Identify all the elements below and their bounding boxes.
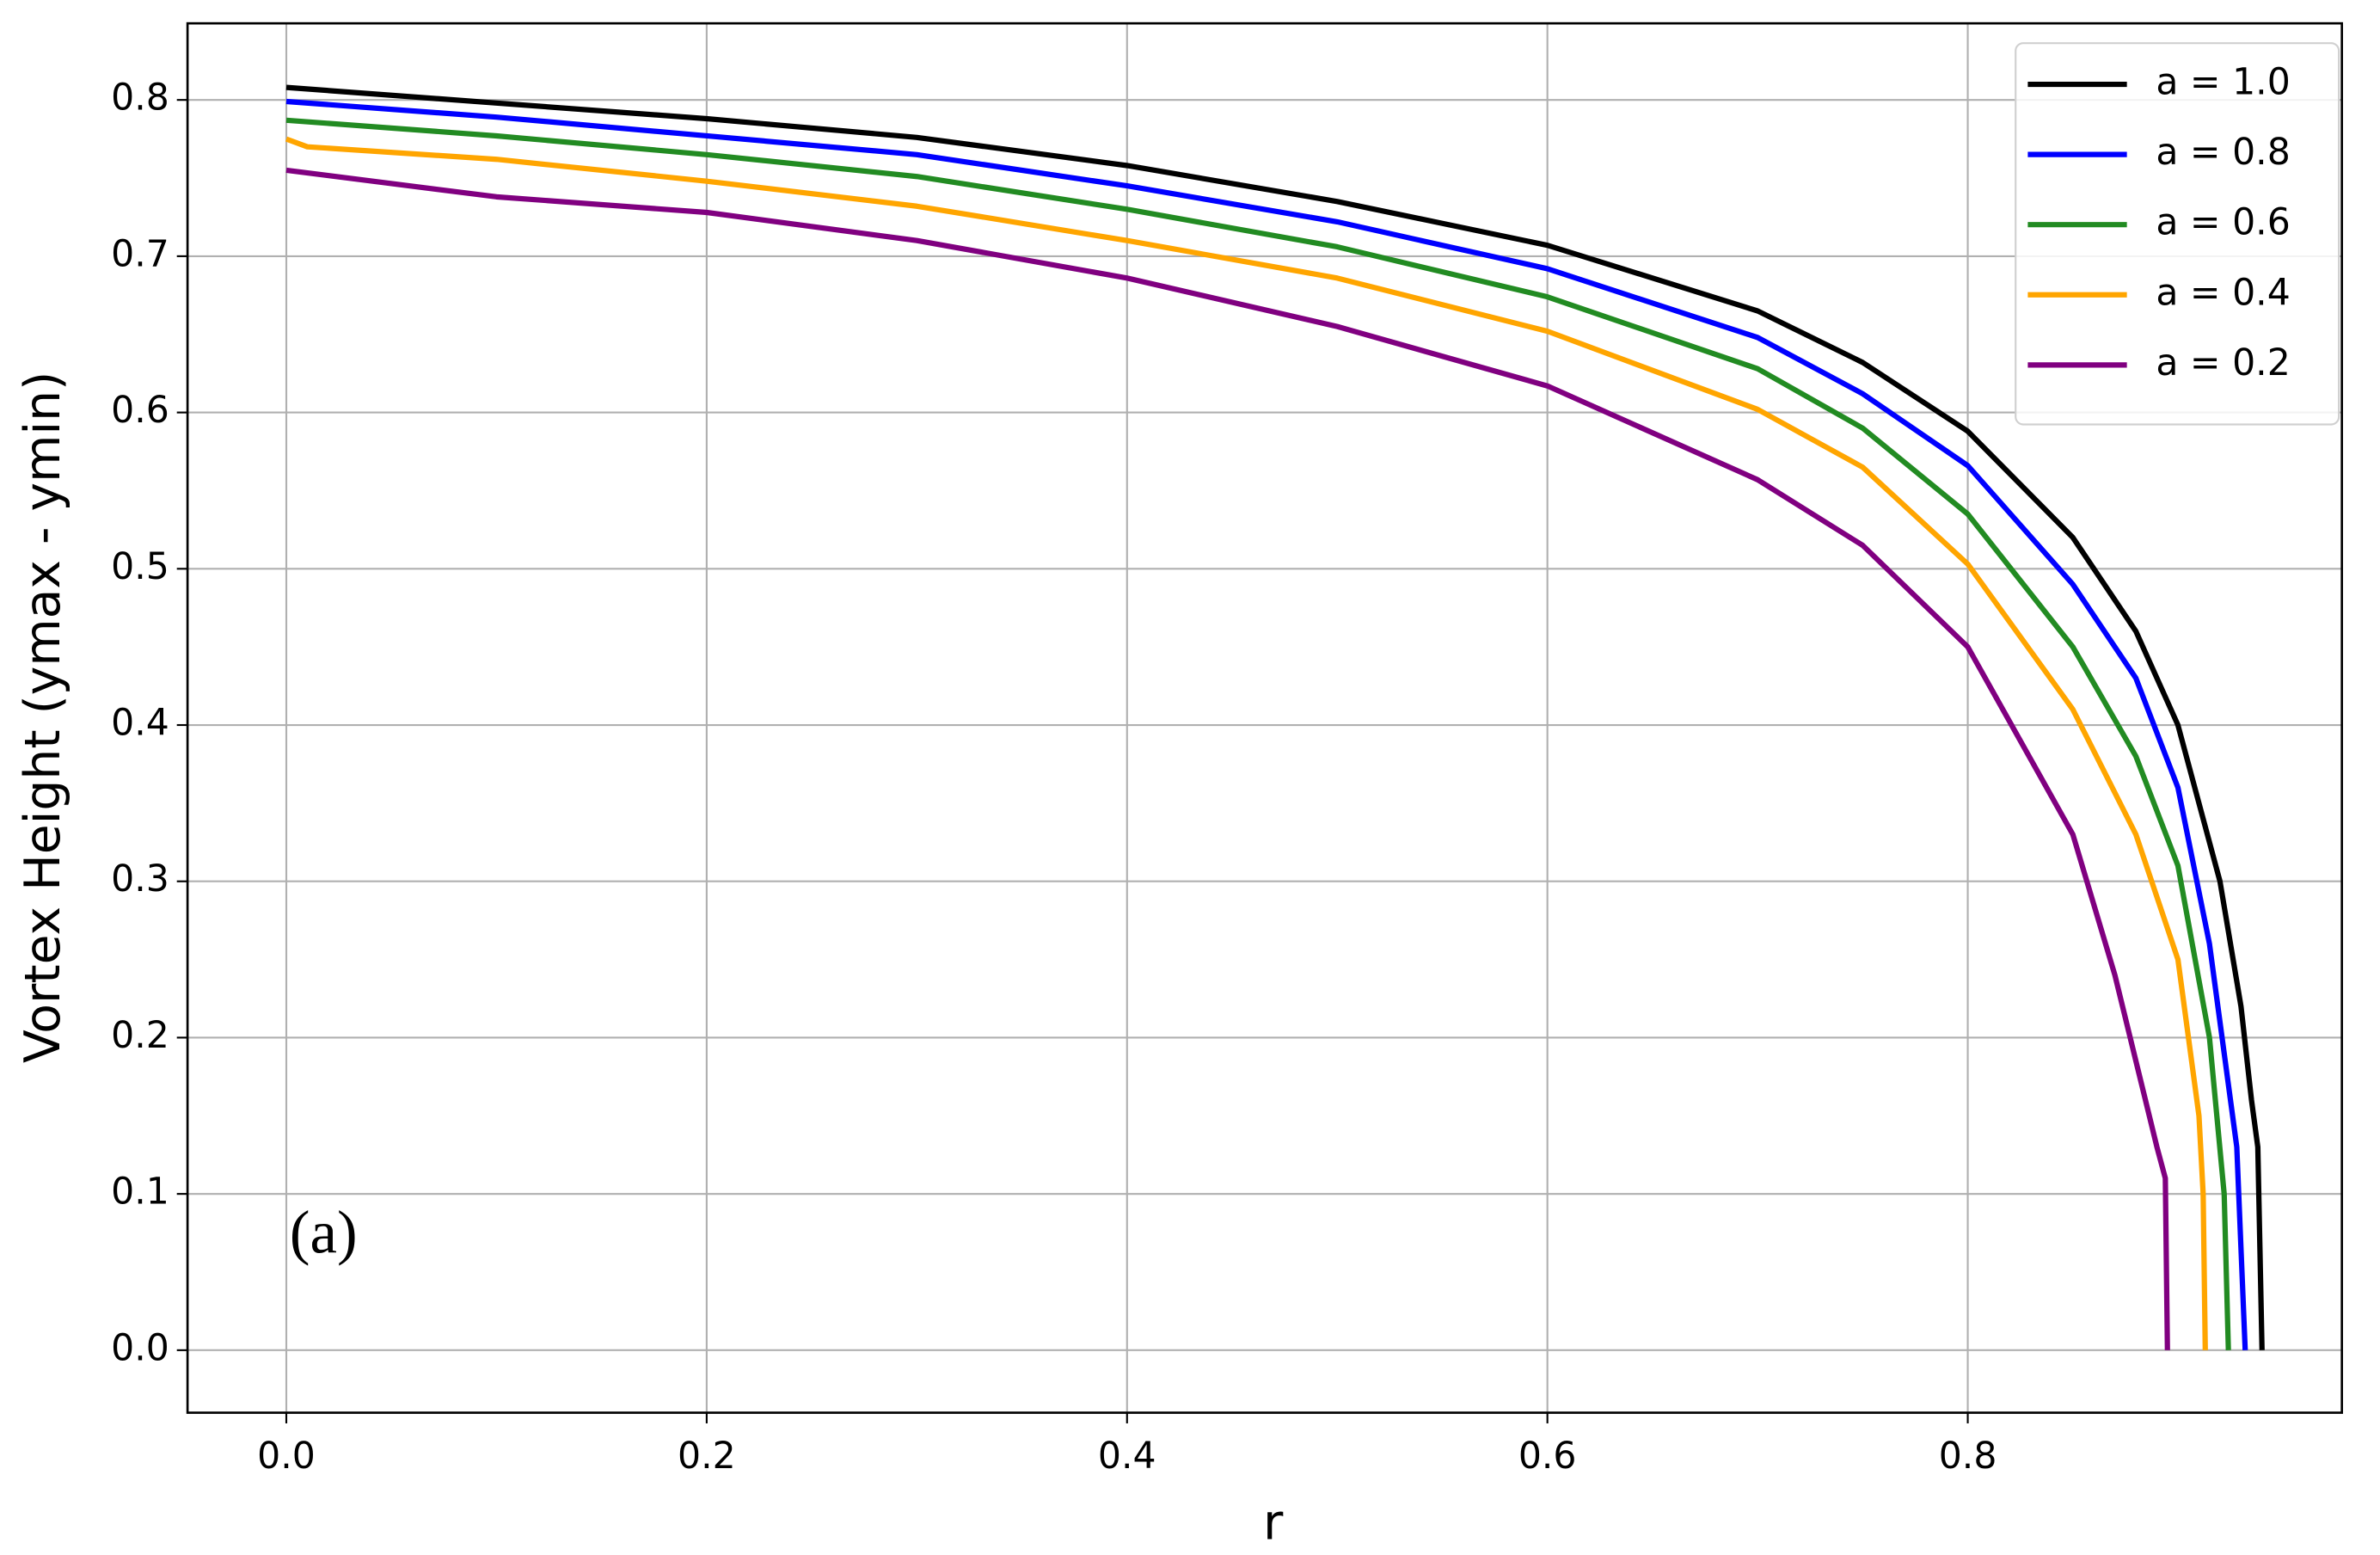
series-line <box>285 117 2231 1350</box>
legend-label: a = 0.2 <box>2156 342 2290 384</box>
legend-label: a = 1.0 <box>2156 62 2290 104</box>
x-tick-label: 0.2 <box>678 1435 736 1478</box>
y-tick-label: 0.3 <box>111 858 169 900</box>
legend: a = 1.0 a = 0.8 a = 0.6 a = 0.4 a = 0.2 <box>2015 42 2340 426</box>
y-tick-label: 0.0 <box>111 1327 169 1369</box>
x-axis-label: r <box>1263 1494 1284 1551</box>
legend-label: a = 0.4 <box>2156 272 2290 314</box>
y-tick-label: 0.7 <box>111 233 169 275</box>
y-tick-label: 0.5 <box>111 546 169 588</box>
y-tick-label: 0.4 <box>111 703 169 745</box>
y-tick-label: 0.8 <box>111 77 169 120</box>
x-tick-label: 0.8 <box>1939 1435 1997 1478</box>
series-line <box>285 84 2265 1350</box>
series-line <box>285 167 2170 1350</box>
plot-frame <box>186 22 2343 1414</box>
x-tick-label: 0.4 <box>1098 1435 1156 1478</box>
series-line <box>285 98 2248 1350</box>
y-tick-label: 0.1 <box>111 1171 169 1214</box>
panel-label: (a) <box>290 1200 358 1267</box>
series-line <box>285 136 2208 1350</box>
ticks: 0.0 0.2 0.4 0.6 0.8 0.0 0.1 0.2 0.3 0.4 0.5 0.6 0.7 0… <box>111 77 1997 1478</box>
legend-label: a = 0.6 <box>2156 202 2290 244</box>
grid <box>187 23 2342 1413</box>
legend-box <box>2015 42 2340 426</box>
x-tick-label: 0.0 <box>257 1435 316 1478</box>
y-tick-label: 0.2 <box>111 1015 169 1057</box>
y-tick-label: 0.6 <box>111 390 169 432</box>
legend-label: a = 0.8 <box>2156 132 2290 174</box>
x-tick-label: 0.6 <box>1518 1435 1577 1478</box>
lines <box>285 84 2265 1350</box>
y-axis-label: Vortex Height (ymax - ymin) <box>15 372 71 1063</box>
